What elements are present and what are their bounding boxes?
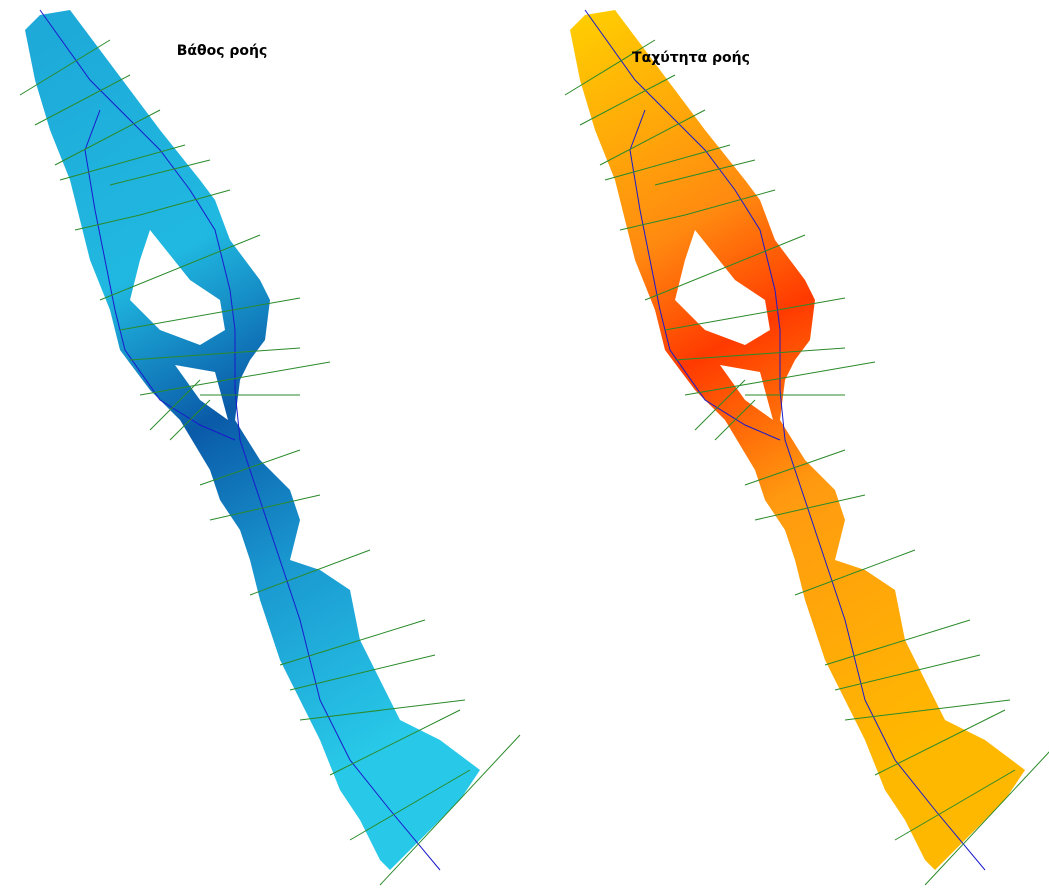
river-velocity [570,10,1025,870]
page: Βάθος ροής Ταχύτητα ροής (() => { const … [0,0,1049,888]
panel-title: Βάθος ροής [177,43,268,59]
map-figure: Βάθος ροής Ταχύτητα ροής [0,0,1049,888]
panel-title: Ταχύτητα ροής [632,50,750,66]
river-depth [25,10,480,870]
velocity-panel: Ταχύτητα ροής [565,10,1049,885]
depth-panel: Βάθος ροής [20,10,520,885]
